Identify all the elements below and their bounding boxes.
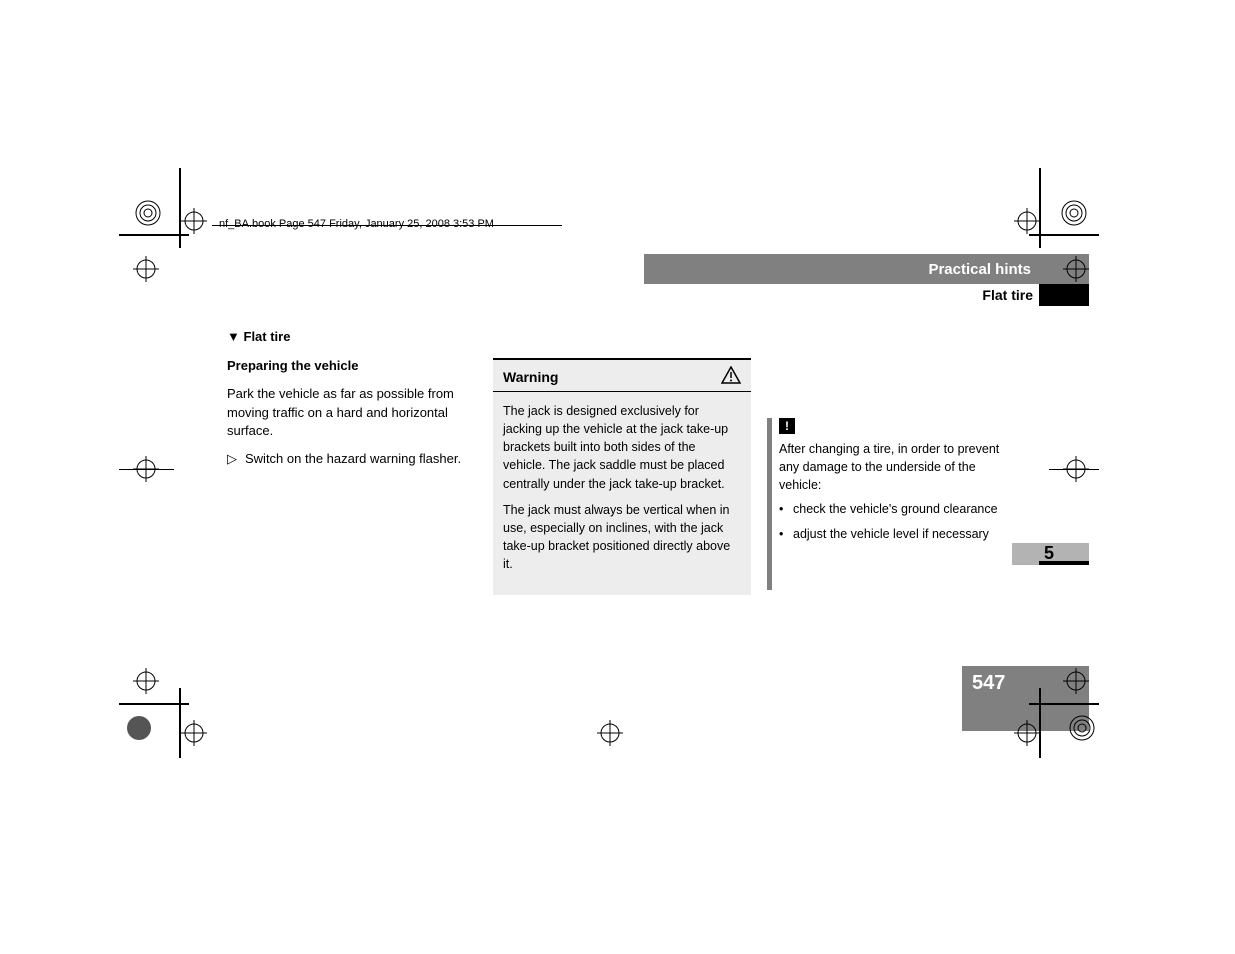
list-item: adjust the vehicle level if necessary (779, 525, 1019, 543)
importance-sidebar (767, 418, 772, 590)
crosshair-icon (597, 720, 623, 746)
warning-body: The jack is designed exclusively for jac… (493, 392, 751, 597)
crop-line (1029, 234, 1099, 236)
heading-marker-icon: ▼ (227, 329, 240, 344)
note-intro: After changing a tire, in order to preve… (779, 440, 1019, 494)
warning-paragraph: The jack is designed exclusively for jac… (503, 402, 741, 493)
crosshair-icon (181, 720, 207, 746)
registration-mark-icon (1059, 198, 1089, 228)
section-title: Practical hints (928, 261, 1031, 278)
crosshair-icon (133, 256, 159, 282)
registration-mark-icon (133, 198, 163, 228)
crosshair-icon (133, 668, 159, 694)
chapter-tab: 5 (1012, 543, 1089, 565)
subheading: Preparing the vehicle (227, 357, 477, 376)
subsection-label: Flat tire (982, 287, 1039, 303)
page-container: nf_BA.book Page 547 Friday, January 25, … (119, 168, 1099, 758)
right-column: ! After changing a tire, in order to pre… (779, 418, 1019, 549)
warning-label: Warning (503, 369, 558, 385)
crop-line (1039, 688, 1041, 758)
crosshair-icon (181, 208, 207, 234)
running-header: nf_BA.book Page 547 Friday, January 25, … (219, 218, 494, 230)
topic-heading-text: Flat tire (244, 329, 291, 344)
left-column: ▼ Flat tire Preparing the vehicle Park t… (227, 328, 477, 469)
crop-line (179, 688, 181, 758)
step-marker-icon: ▷ (227, 450, 237, 469)
warning-box: Warning The jack is designed exclusively… (493, 358, 751, 597)
registration-mark-icon (124, 713, 154, 743)
crop-line (179, 168, 181, 248)
step-item: ▷ Switch on the hazard warning flasher. (227, 450, 477, 469)
list-item: check the vehicle's ground clearance (779, 500, 1019, 518)
intro-paragraph: Park the vehicle as far as possible from… (227, 385, 477, 442)
crop-line (119, 703, 189, 705)
step-text: Switch on the hazard warning flasher. (245, 450, 461, 469)
exclamation-badge-icon: ! (779, 418, 795, 434)
page-number-block: 547 (962, 666, 1089, 731)
crop-line (119, 234, 189, 236)
warning-triangle-icon (721, 366, 741, 387)
warning-paragraph: The jack must always be vertical when in… (503, 501, 741, 574)
crop-line (1029, 703, 1099, 705)
page-number: 547 (972, 672, 1005, 694)
crop-line (1049, 469, 1099, 470)
note-bullet-list: check the vehicle's ground clearance adj… (779, 500, 1019, 542)
crop-line (1039, 168, 1041, 248)
subsection-black-tab (1039, 284, 1089, 306)
topic-heading: ▼ Flat tire (227, 328, 477, 347)
section-title-bar: Practical hints (644, 254, 1089, 284)
subsection-label-row: Flat tire (644, 284, 1089, 306)
crop-line (119, 469, 174, 470)
chapter-underline (1039, 561, 1089, 565)
warning-heading-row: Warning (493, 358, 751, 392)
crosshair-icon (1014, 208, 1040, 234)
